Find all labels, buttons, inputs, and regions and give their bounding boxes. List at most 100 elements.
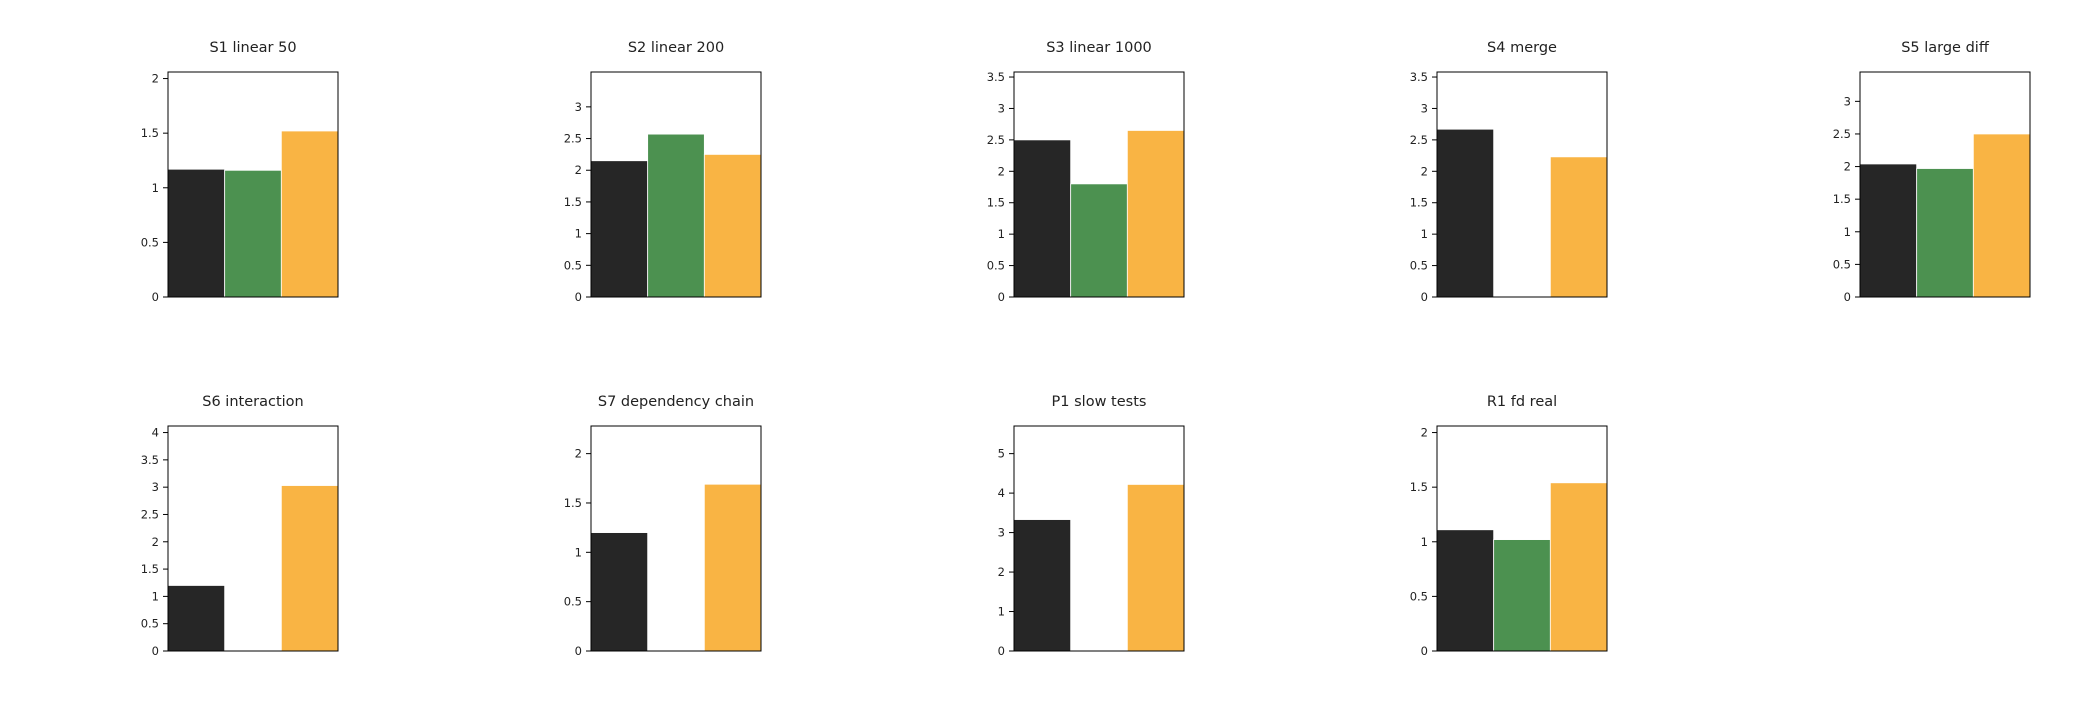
y-tick-label: 1: [152, 589, 159, 603]
y-tick-label: 4: [998, 486, 1005, 500]
bar-series-2: [1916, 168, 1974, 298]
subplot-2: S2 linear 200 0 0.5 1 1.5 2 2.5 3: [564, 40, 762, 304]
y-tick-label: 2.5: [564, 132, 582, 146]
y-tick-label: 3.5: [141, 453, 159, 467]
plot-frame: [167, 71, 339, 298]
bar-series-3: [1126, 130, 1185, 298]
subplot-5: S5 large diff 0 0.5 1 1.5 2 2.5 3: [1833, 40, 2031, 304]
y-tick-label: 2: [1421, 164, 1428, 178]
chart-title: S3 linear 1000: [1046, 40, 1152, 56]
bar-series-1: [167, 585, 226, 652]
bar-series-1: [590, 532, 649, 652]
bar-series-1: [1013, 139, 1072, 298]
y-tick-label: 0.5: [1410, 589, 1428, 603]
y-tick-label: 5: [998, 447, 1005, 461]
y-tick-label: 0: [575, 290, 582, 304]
y-tick-label: 1: [152, 181, 159, 195]
plot-frame: [590, 71, 762, 298]
chart-title: S1 linear 50: [209, 40, 296, 56]
y-tick-label: 1: [998, 605, 1005, 619]
bar-series-1: [1859, 163, 1918, 298]
y-tick-label: 1: [575, 227, 582, 241]
y-tick-label: 2: [575, 163, 582, 177]
subplot-1: S1 linear 50 0 0.5 1 1.5 2: [141, 40, 339, 304]
bar-series-3: [1549, 156, 1608, 298]
subplot-8: P1 slow tests 0 1 2 3 4 5: [998, 394, 1185, 658]
bar-series-2: [1070, 183, 1128, 298]
y-tick-label: 1.5: [987, 196, 1005, 210]
y-tick-label: 3.5: [1410, 70, 1428, 84]
y-tick-label: 0.5: [141, 617, 159, 631]
y-tick-label: 1.5: [141, 126, 159, 140]
y-tick-label: 0.5: [1833, 257, 1851, 271]
chart-title: R1 fd real: [1487, 394, 1557, 410]
y-tick-label: 2: [1421, 426, 1428, 440]
bar-series-3: [280, 130, 339, 298]
y-tick-label: 2: [998, 565, 1005, 579]
y-tick-label: 0.5: [1410, 259, 1428, 273]
y-tick-label: 2: [998, 164, 1005, 178]
y-tick-label: 0: [1421, 644, 1428, 658]
y-tick-label: 1.5: [564, 496, 582, 510]
y-tick-label: 2: [152, 535, 159, 549]
plot-frame: [1436, 425, 1608, 652]
y-tick-label: 0.5: [987, 259, 1005, 273]
y-tick-label: 3: [998, 101, 1005, 115]
y-tick-label: 0.5: [141, 235, 159, 249]
y-tick-label: 0: [1421, 290, 1428, 304]
subplot-9: R1 fd real 0 0.5 1 1.5 2: [1410, 394, 1608, 658]
bar-series-3: [703, 483, 762, 652]
plot-frame: [167, 425, 339, 652]
y-tick-label: 3: [998, 526, 1005, 540]
chart-title: S2 linear 200: [628, 40, 724, 56]
y-tick-label: 1: [998, 227, 1005, 241]
y-tick-label: 0: [152, 290, 159, 304]
plot-frame: [590, 425, 762, 652]
y-tick-label: 0: [998, 290, 1005, 304]
y-tick-label: 4: [152, 426, 159, 440]
y-tick-label: 3.5: [987, 70, 1005, 84]
subplot-6: S6 interaction 0 0.5 1 1.5 2 2.5 3 3.5 4: [141, 394, 339, 658]
y-tick-label: 2.5: [1833, 127, 1851, 141]
y-tick-label: 0: [152, 644, 159, 658]
y-tick-label: 3: [1421, 101, 1428, 115]
plot-frame: [1436, 71, 1608, 298]
bar-series-3: [703, 153, 762, 298]
bar-series-1: [167, 168, 226, 298]
y-tick-label: 1.5: [564, 195, 582, 209]
plot-frame: [1013, 71, 1185, 298]
subplot-3: S3 linear 1000 0 0.5 1 1.5 2 2.5 3 3.5: [987, 40, 1185, 304]
subplot-7: S7 dependency chain 0 0.5 1 1.5 2: [564, 394, 762, 658]
y-tick-label: 0.5: [564, 258, 582, 272]
y-tick-label: 0.5: [564, 595, 582, 609]
y-tick-label: 2: [575, 447, 582, 461]
y-tick-label: 1.5: [141, 562, 159, 576]
chart-title: S6 interaction: [202, 394, 303, 410]
y-tick-label: 1.5: [1410, 196, 1428, 210]
y-tick-label: 1.5: [1833, 192, 1851, 206]
y-tick-label: 0: [575, 644, 582, 658]
y-tick-label: 2.5: [1410, 133, 1428, 147]
chart-title: S7 dependency chain: [598, 394, 754, 410]
bar-series-3: [1549, 482, 1608, 652]
y-tick-label: 1: [575, 545, 582, 559]
bar-series-3: [1972, 133, 2031, 298]
bar-series-2: [1493, 539, 1551, 652]
y-tick-label: 1: [1421, 535, 1428, 549]
y-tick-label: 2.5: [141, 507, 159, 521]
bar-series-2: [647, 133, 705, 298]
y-tick-label: 3: [1844, 94, 1851, 108]
y-tick-label: 0: [1844, 290, 1851, 304]
y-tick-label: 2: [1844, 160, 1851, 174]
y-tick-label: 3: [575, 100, 582, 114]
y-tick-label: 1.5: [1410, 480, 1428, 494]
bar-series-1: [1436, 529, 1495, 652]
chart-title: P1 slow tests: [1052, 394, 1147, 410]
bar-series-1: [590, 160, 649, 298]
bar-series-1: [1013, 519, 1072, 652]
bar-series-1: [1436, 128, 1495, 298]
y-tick-label: 1: [1844, 225, 1851, 239]
bar-series-2: [224, 169, 282, 298]
bar-series-3: [1126, 484, 1185, 652]
